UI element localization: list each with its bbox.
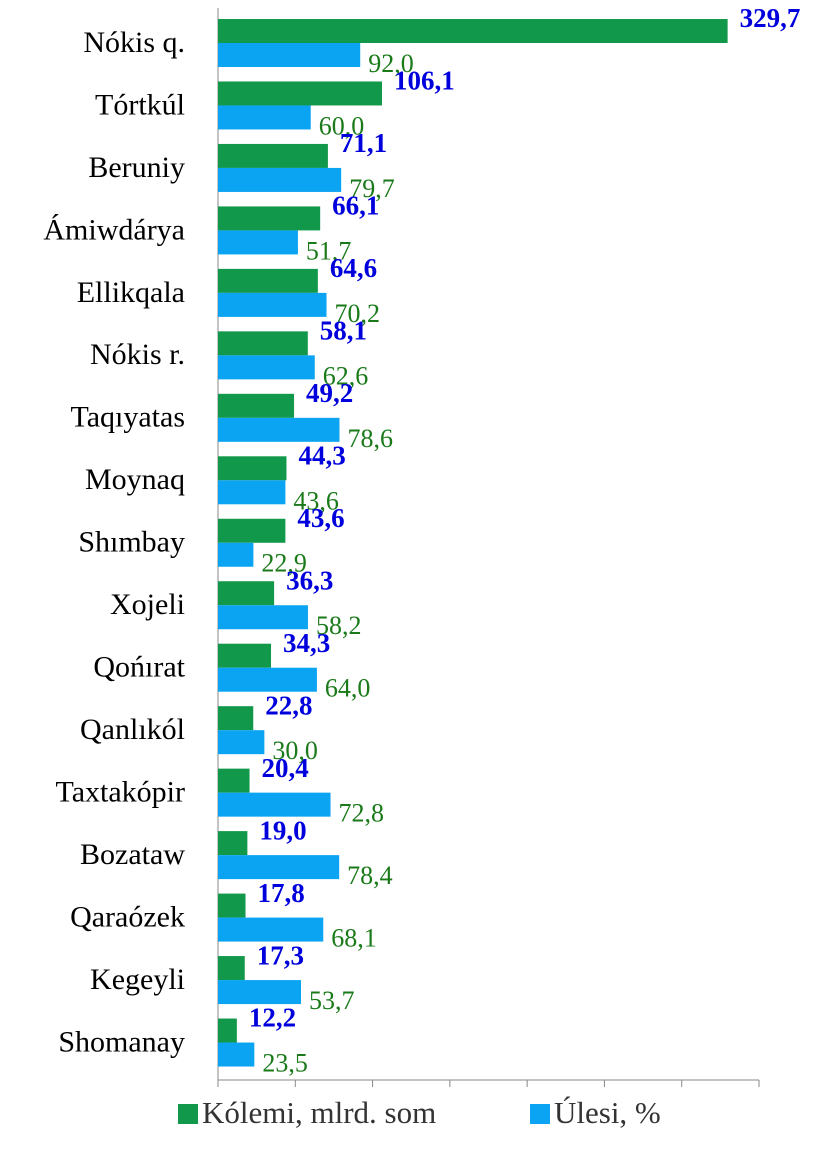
bar: [218, 19, 728, 43]
data-label: 70,2: [335, 299, 381, 328]
data-label: 17,8: [258, 878, 305, 908]
bar: [218, 706, 254, 731]
bar: [218, 43, 361, 67]
data-label: 71,1: [340, 128, 387, 158]
bar: [218, 355, 315, 380]
data-label: 106,1: [394, 66, 455, 96]
data-label: 92,0: [368, 49, 414, 78]
data-label: 329,7: [740, 3, 801, 33]
bar: [218, 331, 308, 356]
bar: [218, 167, 342, 192]
data-label: 51,7: [306, 236, 352, 265]
category-label: Shomanay: [58, 1025, 185, 1058]
data-label: 78,6: [347, 424, 393, 453]
data-label: 79,7: [349, 174, 395, 203]
category-label: Moynaq: [85, 463, 185, 496]
bar: [218, 292, 327, 317]
bar: [218, 667, 317, 692]
bar: [218, 893, 246, 918]
data-label: 78,4: [347, 861, 393, 890]
data-label: 43,6: [293, 486, 339, 515]
data-label: 64,6: [330, 253, 377, 283]
category-label: Taxtakópir: [55, 776, 185, 809]
category-label: Kegeyli: [90, 963, 185, 996]
data-label: 23,5: [262, 1048, 308, 1077]
bar: [218, 1018, 237, 1043]
bar: [218, 81, 383, 106]
data-label: 58,1: [320, 316, 367, 346]
data-label: 58,2: [316, 611, 362, 640]
bar: [218, 268, 318, 293]
data-label: 66,1: [332, 191, 379, 221]
data-label: 43,6: [297, 503, 344, 533]
bar: [218, 1042, 255, 1067]
data-label: 49,2: [306, 378, 353, 408]
category-label: Tórtkúl: [95, 88, 185, 121]
bar: [218, 605, 308, 630]
bar: [218, 980, 302, 1005]
bar: [218, 792, 331, 817]
bar: [218, 956, 245, 981]
category-label: Ellikqala: [77, 276, 185, 309]
data-label: 17,3: [257, 940, 304, 970]
data-label: 68,1: [331, 924, 377, 953]
data-label: 72,8: [339, 799, 385, 828]
category-label: Bozataw: [80, 838, 185, 871]
category-label: Beruniy: [88, 151, 185, 184]
legend-label: Kólemi, mlrd. som: [202, 1095, 436, 1130]
data-label: 30,0: [272, 736, 318, 765]
bar: [218, 480, 286, 505]
data-label: 36,3: [286, 565, 333, 595]
category-label: Qaraózek: [70, 900, 185, 933]
bar: [218, 831, 248, 856]
category-label: Nókis q.: [83, 26, 185, 59]
bar: [218, 456, 287, 481]
bar: [218, 518, 286, 543]
data-label: 53,7: [309, 986, 355, 1015]
data-label: 22,9: [261, 549, 307, 578]
category-label: Qanlıkól: [80, 713, 185, 746]
legend-swatch: [178, 1104, 198, 1124]
data-label: 62,6: [323, 361, 369, 390]
data-label: 60,0: [319, 111, 365, 140]
data-label: 34,3: [283, 628, 330, 658]
bar: [218, 855, 340, 880]
category-label: Ámiwdárya: [43, 213, 185, 246]
data-label: 20,4: [262, 753, 309, 783]
bar: [218, 768, 250, 793]
category-label: Qońırat: [93, 651, 185, 684]
bar: [218, 730, 265, 755]
bar: [218, 643, 272, 668]
category-label: Nókis r.: [90, 338, 185, 371]
category-label: Shımbay: [78, 526, 185, 559]
data-label: 64,0: [325, 674, 371, 703]
legend-label: Úlesi, %: [554, 1095, 661, 1130]
data-label: 22,8: [265, 690, 312, 720]
bar: [218, 581, 275, 606]
category-label: Xojeli: [110, 588, 185, 621]
legend-swatch: [530, 1104, 550, 1124]
bar: [218, 105, 311, 130]
bar: [218, 393, 295, 418]
data-label: 12,2: [249, 1003, 296, 1033]
bar: [218, 917, 324, 942]
bar: [218, 417, 340, 442]
bar: [218, 206, 321, 231]
data-label: 44,3: [298, 440, 345, 470]
category-label: Taqıyatas: [70, 401, 185, 434]
data-label: 19,0: [259, 815, 306, 845]
bar: [218, 542, 254, 567]
bar: [218, 143, 328, 168]
bar: [218, 230, 298, 255]
